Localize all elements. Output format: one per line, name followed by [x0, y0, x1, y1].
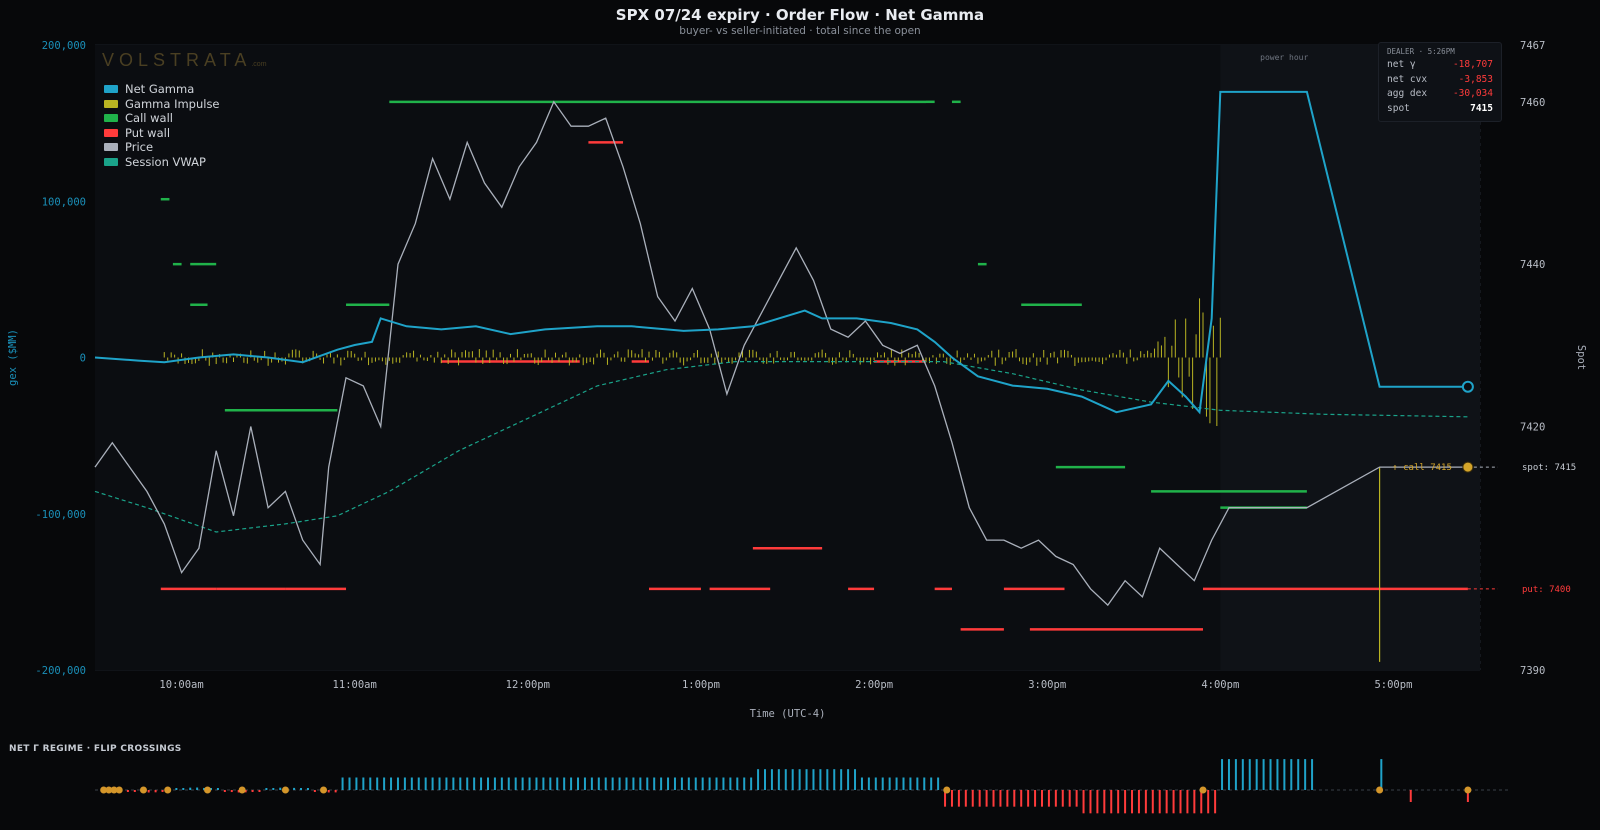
spot-marker-label: spot: 7415 [1522, 463, 1576, 473]
net-gamma-line [94, 90, 1468, 415]
flip-crossing-dot [1199, 786, 1207, 794]
legend-label: Gamma Impulse [125, 96, 220, 111]
y-left-tick-label: -200,000 [35, 665, 86, 677]
legend-swatch [104, 143, 118, 152]
y-right-tick-label: 7390 [1520, 665, 1545, 677]
flip-crossing-dot [105, 786, 113, 794]
y-right-tick-label: 7420 [1520, 421, 1545, 433]
legend-label: Put wall [125, 125, 171, 140]
watermark: VOLSTRATA.com [102, 50, 267, 71]
watermark-text: VOLSTRATA [102, 50, 252, 70]
flip-crossing-dot [110, 786, 118, 794]
y-left-tick-label: -100,000 [35, 509, 86, 521]
power-hour-band [1220, 45, 1480, 670]
vwap-line [94, 361, 1468, 533]
x-tick-label: 12:00pm [506, 679, 550, 691]
x-tick-label: 11:00am [333, 679, 377, 691]
legend-item[interactable]: Session VWAP [104, 155, 220, 170]
x-tick-label: 2:00pm [855, 679, 893, 691]
x-tick-label: 10:00am [159, 679, 203, 691]
legend-item[interactable]: Price [104, 140, 220, 155]
dealer-row-net-cvx: net cvx -3,853 [1387, 73, 1493, 85]
legend-item[interactable]: Put wall [104, 126, 220, 141]
y-right-tick-label: 7467 [1520, 40, 1545, 52]
legend-label: Call wall [125, 111, 173, 126]
price-line [94, 100, 1468, 607]
y-left-tick-label: 100,000 [42, 196, 86, 208]
x-tick-label: 5:00pm [1374, 679, 1412, 691]
legend-item[interactable]: Gamma Impulse [104, 97, 220, 112]
legend-label: Net Gamma [125, 82, 195, 97]
chart-title: SPX 07/24 expiry · Order Flow · Net Gamm… [615, 6, 985, 24]
dealer-row-spot: spot 7415 [1387, 102, 1493, 114]
flip-crossing-dot [100, 786, 108, 794]
legend-label: Session VWAP [125, 154, 206, 169]
watermark-suffix: .com [251, 61, 267, 68]
x-tick-label: 4:00pm [1201, 679, 1239, 691]
x-tick-label: 3:00pm [1028, 679, 1066, 691]
put-marker-label: put: 7400 [1522, 585, 1571, 595]
flip-crossing-dot [164, 786, 172, 794]
flip-crossing-dot [943, 786, 951, 794]
legend-item[interactable]: Call wall [104, 111, 220, 126]
legend-swatch [104, 114, 118, 123]
call-marker-label: ⇑ call 7415 [1392, 463, 1452, 473]
flip-crossing-dot [1376, 786, 1384, 794]
y-left-tick-label: 200,000 [42, 40, 86, 52]
y-left-tick-label: 0 [80, 353, 86, 365]
y-right-axis-title: Spot [1575, 345, 1587, 370]
legend-item[interactable]: Net Gamma [104, 82, 220, 97]
flip-crossing-dot [320, 786, 328, 794]
chart-subtitle: buyer- vs seller-initiated · total since… [679, 25, 921, 37]
chart-legend: Net Gamma Gamma Impulse Call wall Put wall P… [104, 82, 220, 169]
spot-endpoint [1462, 461, 1474, 473]
power-hour-label: power hour [1260, 53, 1308, 62]
flip-crossing-dot [139, 786, 147, 794]
y-right-tick-label: 7460 [1520, 97, 1545, 109]
legend-label: Price [125, 140, 154, 155]
regime-title: NET Γ REGIME · FLIP CROSSINGS [9, 744, 182, 754]
dealer-header: DEALER · 5:26PM [1387, 47, 1455, 56]
dealer-panel: DEALER · 5:26PM net γ -18,707 net cvx -3,8… [1378, 42, 1502, 122]
flip-crossing-dot [238, 786, 246, 794]
legend-swatch [104, 128, 118, 137]
dealer-row-net-gamma: net γ -18,707 [1387, 59, 1493, 70]
net-gamma-endpoint [1461, 380, 1474, 393]
y-right-tick-label: 7440 [1520, 259, 1545, 271]
dealer-row-agg-dex: agg dex -30,034 [1387, 88, 1493, 99]
legend-swatch [104, 99, 118, 108]
flip-crossing-dot [204, 786, 212, 794]
flip-crossing-dot [1464, 786, 1472, 794]
y-left-axis-title: gex ($MM) [7, 329, 19, 386]
flip-crossing-dot [115, 786, 123, 794]
legend-swatch [104, 157, 118, 166]
flip-crossing-dot [281, 786, 289, 794]
x-axis-title: Time (UTC-4) [750, 708, 826, 720]
x-tick-label: 1:00pm [682, 679, 720, 691]
legend-swatch [104, 85, 118, 94]
